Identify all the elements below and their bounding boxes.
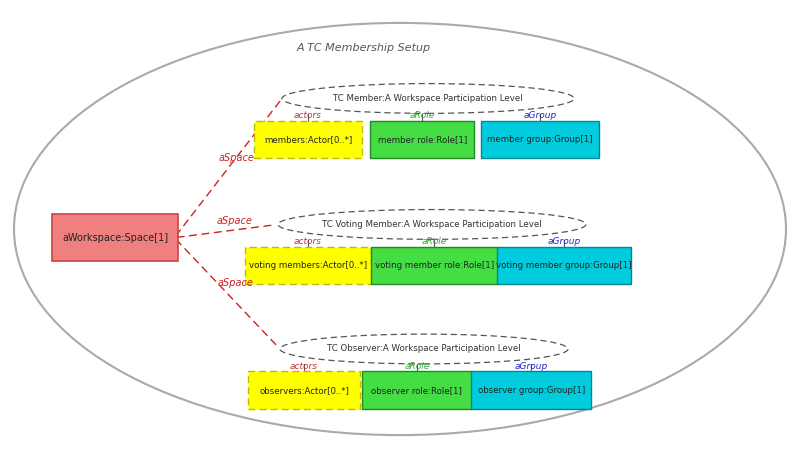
Text: actors: actors — [290, 362, 318, 371]
Text: members:Actor[0..*]: members:Actor[0..*] — [264, 135, 352, 144]
Text: voting member role:Role[1]: voting member role:Role[1] — [375, 261, 494, 270]
Text: member group:Group[1]: member group:Group[1] — [487, 135, 593, 144]
FancyBboxPatch shape — [471, 371, 591, 409]
Text: voting members:Actor[0..*]: voting members:Actor[0..*] — [249, 261, 367, 270]
FancyBboxPatch shape — [245, 247, 371, 284]
Text: aSpace: aSpace — [218, 153, 254, 163]
FancyBboxPatch shape — [254, 121, 362, 158]
Text: observer role:Role[1]: observer role:Role[1] — [371, 386, 462, 395]
FancyBboxPatch shape — [370, 121, 474, 158]
Text: aGroup: aGroup — [514, 362, 548, 371]
Text: TC Observer:A Workspace Participation Level: TC Observer:A Workspace Participation Le… — [327, 344, 521, 354]
Text: TC Member:A Workspace Participation Level: TC Member:A Workspace Participation Leve… — [333, 94, 523, 103]
FancyBboxPatch shape — [371, 247, 498, 284]
Text: A TC Membership Setup: A TC Membership Setup — [297, 43, 431, 53]
Text: observers:Actor[0..*]: observers:Actor[0..*] — [259, 386, 349, 395]
Text: member role:Role[1]: member role:Role[1] — [378, 135, 467, 144]
Text: aGroup: aGroup — [547, 237, 581, 246]
FancyBboxPatch shape — [481, 121, 599, 158]
Text: observer group:Group[1]: observer group:Group[1] — [478, 386, 585, 395]
Text: aSpace: aSpace — [216, 216, 252, 226]
Text: aWorkspace:Space[1]: aWorkspace:Space[1] — [62, 233, 168, 243]
FancyBboxPatch shape — [52, 214, 178, 261]
FancyBboxPatch shape — [362, 371, 472, 409]
FancyBboxPatch shape — [497, 247, 631, 284]
Text: voting member group:Group[1]: voting member group:Group[1] — [496, 261, 632, 270]
Text: aRole: aRole — [410, 111, 435, 120]
Text: actors: actors — [294, 237, 322, 246]
Text: aRole: aRole — [422, 237, 447, 246]
Text: actors: actors — [294, 111, 322, 120]
Text: aGroup: aGroup — [523, 111, 557, 120]
Text: TC Voting Member:A Workspace Participation Level: TC Voting Member:A Workspace Participati… — [322, 220, 542, 229]
Text: aRole: aRole — [404, 362, 430, 371]
FancyBboxPatch shape — [248, 371, 360, 409]
Text: aSpace: aSpace — [218, 278, 253, 288]
